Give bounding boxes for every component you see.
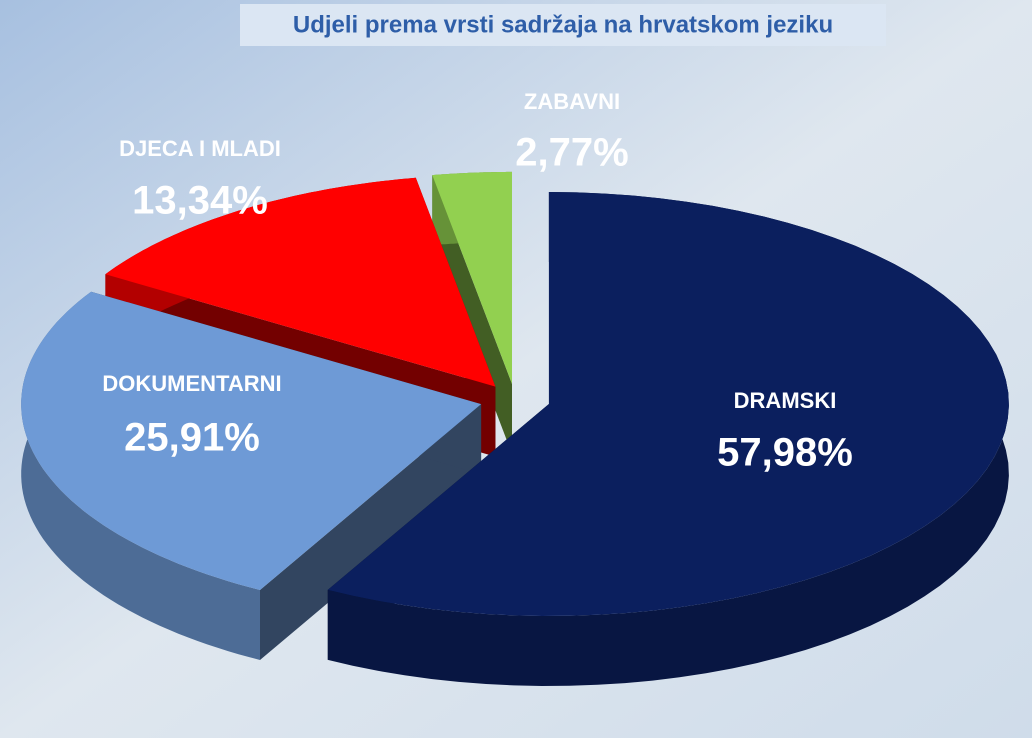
slice-value-label: 13,34%: [132, 179, 268, 223]
slice-side: [21, 291, 261, 660]
slice-value-label: 25,91%: [124, 416, 260, 460]
slice: [432, 171, 512, 384]
slice-value-label: 2,77%: [515, 131, 628, 175]
title-box: [240, 4, 886, 46]
slice: [105, 177, 496, 387]
slice-side: [327, 192, 1009, 686]
chart-title: Udjeli prema vrsti sadržaja na hrvatskom…: [293, 11, 833, 38]
slice: [327, 192, 1009, 616]
pie: [21, 171, 1009, 686]
slice-name: DRAMSKI: [734, 388, 837, 413]
slice-wall: [260, 404, 482, 660]
slice: [21, 291, 482, 590]
slice-value-label: 57,98%: [717, 431, 853, 475]
slice-name: DJECA I MLADI: [119, 136, 281, 161]
slice-name: DOKUMENTARNI: [102, 371, 281, 396]
labels: DRAMSKI 57,98% DOKUMENTARNI 25,91% DJECA I M…: [102, 89, 852, 475]
slice-name: ZABAVNI: [524, 89, 620, 114]
